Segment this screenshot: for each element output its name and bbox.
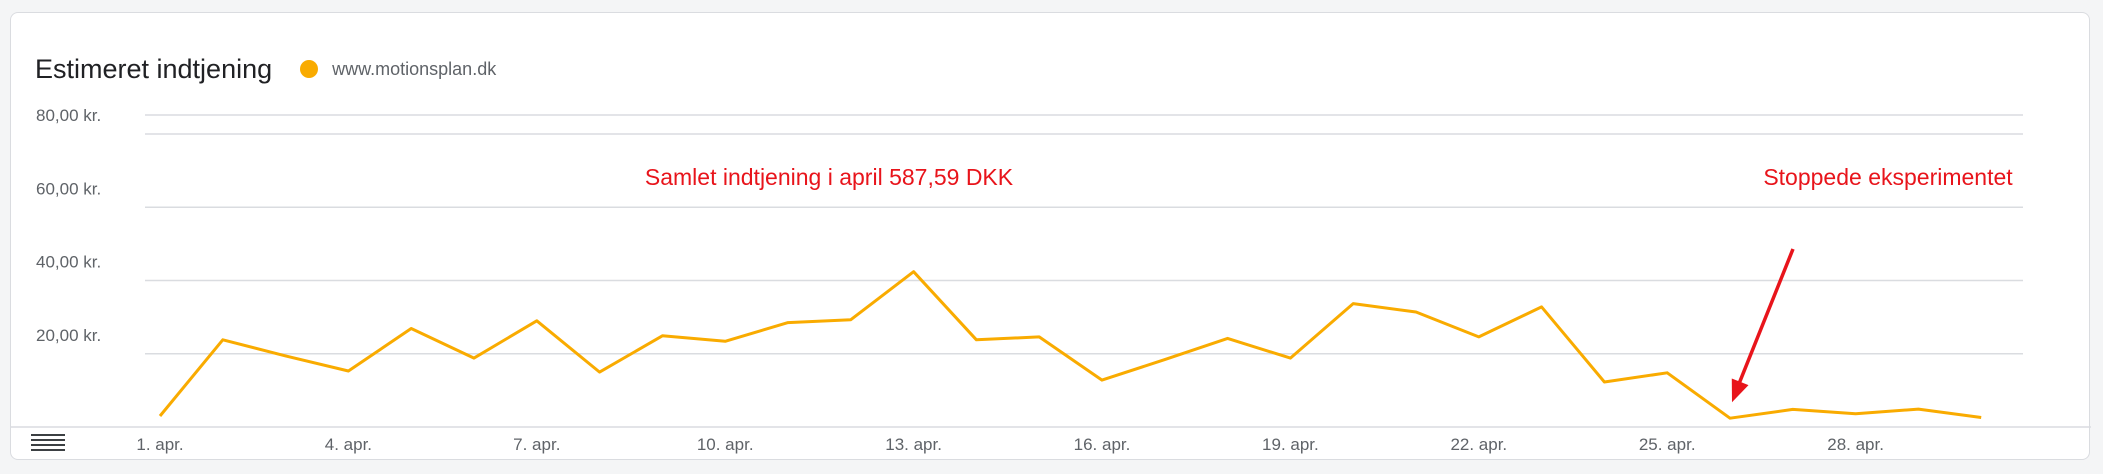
data-point[interactable] [1031,329,1047,345]
data-point[interactable] [1157,352,1173,368]
y-tick-label: 60,00 kr. [36,179,101,198]
annotations: Samlet indtjening i april 587,59 DKK Stop… [645,164,2013,403]
data-point[interactable] [1345,296,1361,312]
legend-dot-icon [300,60,319,78]
annotation-arrow-head [1731,378,1749,403]
data-point[interactable] [403,320,419,336]
x-tick-label: 7. apr. [513,435,560,454]
grid-lines [10,114,2091,428]
data-point[interactable] [780,315,796,331]
data-point[interactable] [1659,365,1675,381]
data-point[interactable] [529,313,545,329]
total-earnings-annotation: Samlet indtjening i april 587,59 DKK [645,164,1014,190]
data-point[interactable] [1848,406,1864,422]
earnings-card: Estimeret indtjening www.motionsplan.dk [10,12,2090,460]
data-point[interactable] [654,328,670,344]
legend-label: www.motionsplan.dk [332,58,497,79]
x-tick-label: 28. apr. [1827,435,1884,454]
series-group [152,264,1989,426]
y-tick-label: 80,00 kr. [36,106,101,125]
data-point[interactable] [1408,304,1424,320]
data-point[interactable] [1220,330,1236,346]
y-axis-ticks: 20,00 kr. 40,00 kr. 60,00 kr. 80,00 kr. [36,106,101,345]
annotation-arrow-shaft [1736,248,1795,387]
data-point[interactable] [1471,329,1487,345]
legend-item[interactable]: www.motionsplan.dk [300,59,496,80]
data-point[interactable] [717,333,733,349]
data-point[interactable] [152,408,168,424]
chart-header: Estimeret indtjening www.motionsplan.dk [35,41,496,97]
x-tick-label: 16. apr. [1074,435,1131,454]
series-line [158,270,1982,420]
data-point[interactable] [1534,299,1550,315]
data-point[interactable] [1596,374,1612,390]
x-tick-label: 13. apr. [885,435,942,454]
data-point[interactable] [968,332,984,348]
data-point[interactable] [1910,401,1926,417]
table-rows-icon[interactable] [31,434,65,464]
x-tick-label: 10. apr. [697,435,754,454]
x-tick-label: 25. apr. [1639,435,1696,454]
data-point[interactable] [466,350,482,366]
x-tick-label: 1. apr. [136,435,183,454]
data-point[interactable] [1973,409,1989,425]
data-point[interactable] [592,364,608,380]
data-point[interactable] [906,264,922,280]
y-tick-label: 20,00 kr. [36,326,101,345]
data-point[interactable] [1785,401,1801,417]
data-point[interactable] [843,312,859,328]
data-point[interactable] [1094,372,1110,388]
data-point[interactable] [278,348,294,364]
stopped-experiment-annotation: Stoppede eksperimentet [1763,164,2013,190]
x-axis-ticks: 1. apr. 4. apr. 7. apr. 10. apr. 13. apr. 16.… [136,435,1884,454]
data-point[interactable] [215,332,231,348]
x-tick-label: 22. apr. [1450,435,1507,454]
chart-title: Estimeret indtjening [35,53,273,84]
y-tick-label: 40,00 kr. [36,253,101,272]
data-point[interactable] [1282,350,1298,366]
x-tick-label: 4. apr. [325,435,372,454]
data-point[interactable] [340,363,356,379]
data-point[interactable] [1722,410,1738,426]
x-tick-label: 19. apr. [1262,435,1319,454]
